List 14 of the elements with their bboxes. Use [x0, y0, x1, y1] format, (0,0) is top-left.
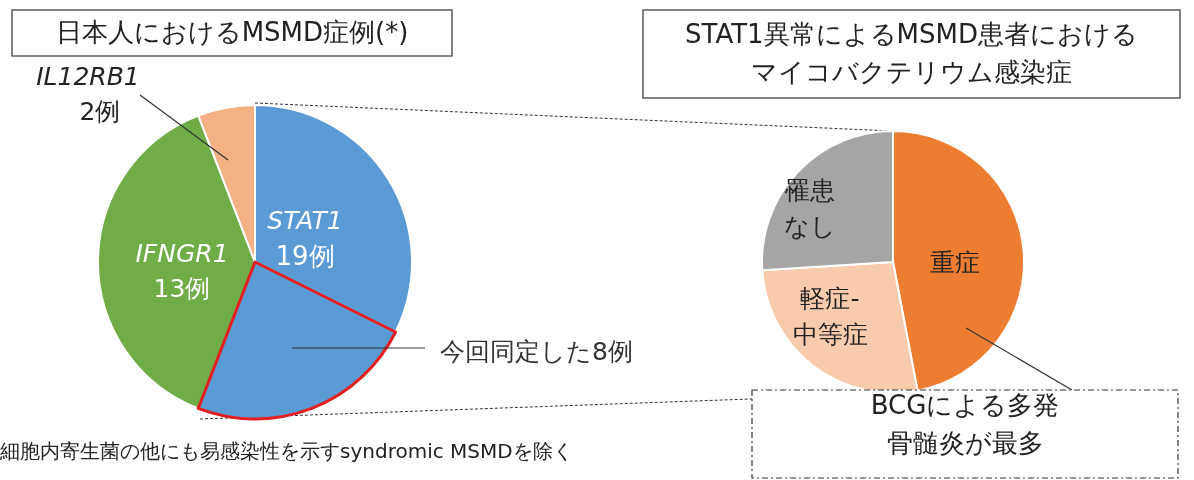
slice-label: 今回同定した8例 — [440, 337, 633, 366]
chart-title: STAT1異常によるMSMD患者におけるマイコバクテリウム感染症 — [685, 18, 1138, 87]
data-label: 13例 — [153, 274, 211, 303]
slice-label: 軽症-中等症 — [792, 284, 868, 349]
slice-label: IL12RB1 — [36, 62, 140, 91]
slice-label: IFNGR1 — [135, 239, 229, 268]
slice-label: 罹患なし — [784, 176, 836, 241]
text: BCGによる多発骨髄炎が最多 — [870, 389, 1060, 458]
text: 細胞内寄生菌の他にも易感染性を示すsyndromic MSMDを除く — [0, 438, 573, 463]
slice-label: STAT1 — [267, 206, 343, 235]
slice-label: 重症 — [930, 248, 980, 277]
text: 19例 — [275, 240, 335, 271]
data-label: 2例 — [79, 97, 121, 126]
chart-title: 日本人におけるMSMD症例(*) — [55, 16, 409, 47]
